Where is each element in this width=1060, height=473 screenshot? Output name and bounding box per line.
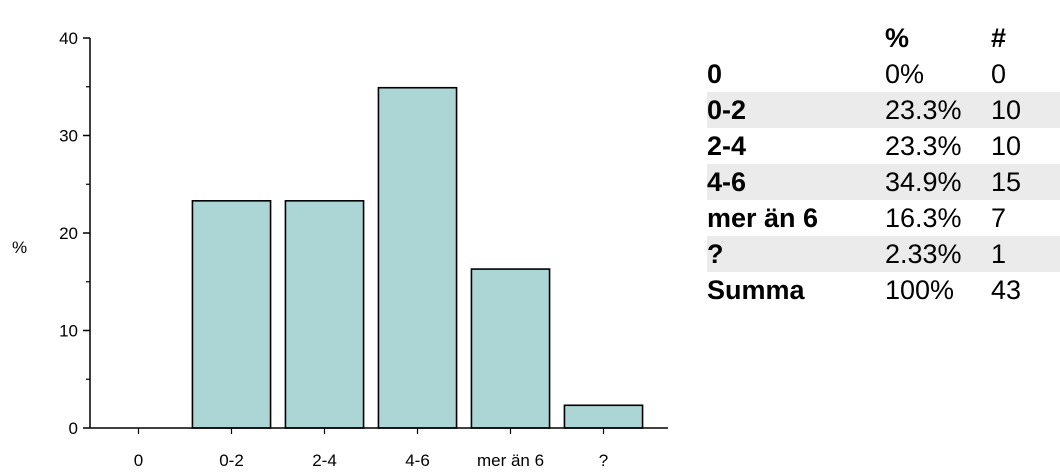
row-count: 43 <box>991 275 1022 305</box>
bar-? <box>563 404 644 429</box>
y-tick-label: 0 <box>69 419 78 438</box>
table-row: 0 0% 0 <box>707 56 1060 92</box>
row-percent: 16.3% <box>885 203 962 233</box>
table-header-row: % # <box>707 20 1060 56</box>
row-count: 7 <box>991 203 1007 233</box>
row-percent: 23.3% <box>885 95 962 125</box>
bar-4-6 <box>377 86 458 429</box>
y-tick-label: 20 <box>59 224 78 243</box>
row-count: 10 <box>991 131 1022 161</box>
x-tick-label: 4-6 <box>405 451 430 470</box>
table-row: 2-4 23.3% 10 <box>707 128 1060 164</box>
row-label: ? <box>707 239 724 269</box>
row-label: mer än 6 <box>707 203 819 233</box>
table-row: 4-6 34.9% 15 <box>707 164 1060 200</box>
y-axis: 0 10 20 30 40 <box>59 29 91 438</box>
y-tick-label: 40 <box>59 29 78 48</box>
row-count: 0 <box>991 59 1007 89</box>
x-tick-label: 0 <box>134 451 143 470</box>
row-count: 1 <box>991 239 1007 269</box>
x-tick-label: 2-4 <box>312 451 337 470</box>
row-count: 15 <box>991 167 1022 197</box>
row-count: 10 <box>991 95 1022 125</box>
row-label: 0-2 <box>707 95 747 125</box>
row-percent: 100% <box>885 275 955 305</box>
row-label: 4-6 <box>707 167 747 197</box>
table-row: 0-2 23.3% 10 <box>707 92 1060 128</box>
bar-mer än 6 <box>470 268 551 429</box>
summary-table: % # 0 0% 0 0-2 23.3% 10 2-4 23.3% 10 4-6… <box>707 20 1060 308</box>
bar-0-2 <box>191 200 272 429</box>
row-percent: 2.33% <box>885 239 962 269</box>
table-row: ? 2.33% 1 <box>707 236 1060 272</box>
row-percent: 0% <box>885 59 925 89</box>
x-tick-label: ? <box>599 451 608 470</box>
row-label: 2-4 <box>707 131 747 161</box>
row-percent: 23.3% <box>885 131 962 161</box>
x-tick-label: 0-2 <box>219 451 244 470</box>
header-count: # <box>991 23 1007 53</box>
y-tick-label: 30 <box>59 127 78 146</box>
header-percent: % <box>885 23 910 53</box>
bar-2-4 <box>284 200 365 429</box>
y-axis-title: % <box>12 238 27 257</box>
x-tick-label: mer än 6 <box>477 451 544 470</box>
bars <box>191 86 644 429</box>
table-row: mer än 6 16.3% 7 <box>707 200 1060 236</box>
y-tick-label: 10 <box>59 322 78 341</box>
row-label: 0 <box>707 59 723 89</box>
x-axis: 0 0-2 2-4 4-6 mer än 6? <box>90 427 668 470</box>
row-percent: 34.9% <box>885 167 962 197</box>
table-row-total: Summa 100% 43 <box>707 272 1060 308</box>
row-label: Summa <box>707 275 805 305</box>
bar-chart: 0 10 20 30 40 0 0-2 2-4 4-6 mer än 6? % <box>12 29 668 470</box>
